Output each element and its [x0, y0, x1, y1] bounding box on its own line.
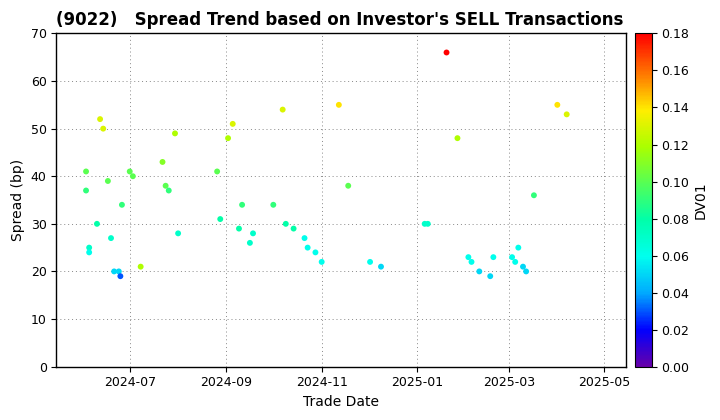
- Point: [94, 116, 106, 123]
- Point: [84, 244, 95, 251]
- Point: [485, 273, 496, 280]
- Point: [466, 259, 477, 265]
- Point: [169, 130, 181, 137]
- Text: (9022)   Spread Trend based on Investor's SELL Transactions: (9022) Spread Trend based on Investor's …: [56, 11, 624, 29]
- Point: [157, 159, 168, 165]
- Point: [114, 273, 126, 280]
- Point: [474, 268, 485, 275]
- Point: [172, 230, 184, 237]
- Point: [236, 202, 248, 208]
- Point: [528, 192, 540, 199]
- Point: [102, 178, 114, 184]
- Point: [113, 268, 125, 275]
- Point: [109, 268, 120, 275]
- Point: [302, 244, 313, 251]
- Point: [247, 230, 258, 237]
- Point: [80, 187, 91, 194]
- Point: [127, 173, 139, 180]
- Point: [80, 168, 91, 175]
- Point: [521, 268, 532, 275]
- Point: [288, 225, 300, 232]
- Point: [463, 254, 474, 260]
- Point: [212, 168, 223, 175]
- Point: [299, 235, 310, 242]
- Point: [552, 102, 563, 108]
- Point: [105, 235, 117, 242]
- Point: [375, 263, 387, 270]
- Point: [97, 125, 109, 132]
- X-axis label: Trade Date: Trade Date: [303, 395, 379, 409]
- Point: [124, 168, 135, 175]
- Point: [517, 263, 528, 270]
- Point: [160, 182, 171, 189]
- Point: [561, 111, 572, 118]
- Point: [333, 102, 345, 108]
- Point: [222, 135, 234, 142]
- Point: [277, 106, 289, 113]
- Point: [513, 244, 524, 251]
- Point: [91, 220, 103, 227]
- Point: [451, 135, 463, 142]
- Point: [268, 202, 279, 208]
- Point: [244, 239, 256, 246]
- Point: [135, 263, 146, 270]
- Point: [163, 187, 174, 194]
- Point: [233, 225, 245, 232]
- Point: [316, 259, 328, 265]
- Point: [343, 182, 354, 189]
- Point: [84, 249, 95, 256]
- Point: [419, 220, 431, 227]
- Point: [422, 220, 433, 227]
- Point: [441, 49, 452, 56]
- Point: [227, 121, 238, 127]
- Point: [280, 220, 292, 227]
- Point: [510, 259, 521, 265]
- Point: [310, 249, 321, 256]
- Point: [364, 259, 376, 265]
- Point: [487, 254, 499, 260]
- Y-axis label: DV01: DV01: [693, 181, 708, 219]
- Point: [506, 254, 518, 260]
- Point: [215, 216, 226, 223]
- Point: [116, 202, 127, 208]
- Y-axis label: Spread (bp): Spread (bp): [11, 159, 25, 241]
